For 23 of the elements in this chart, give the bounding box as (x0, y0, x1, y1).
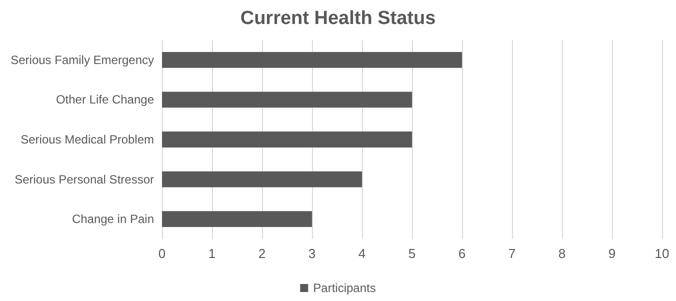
x-tick-label: 8 (558, 246, 566, 261)
x-tick-label: 5 (408, 246, 416, 261)
bar (162, 52, 462, 68)
x-tick-label: 10 (654, 246, 670, 261)
bar (162, 132, 412, 148)
x-tick-label: 9 (608, 246, 616, 261)
y-tick-label: Serious Personal Stressor (14, 172, 154, 186)
x-tick-label: 6 (458, 246, 466, 261)
x-tick-label: 4 (358, 246, 366, 261)
x-tick-label: 3 (308, 246, 316, 261)
chart-title: Current Health Status (240, 8, 436, 29)
bar (162, 171, 362, 188)
x-tick-label: 7 (508, 246, 516, 261)
x-tick-label: 0 (158, 246, 166, 261)
x-tick-label: 2 (258, 246, 266, 261)
y-tick-label: Change in Pain (72, 212, 154, 226)
legend-label: Participants (313, 281, 376, 295)
y-tick-label: Serious Medical Problem (20, 132, 154, 146)
bar (162, 92, 412, 108)
x-tick-label: 1 (208, 246, 216, 261)
y-tick-label: Other Life Change (56, 92, 154, 107)
bar (162, 211, 312, 228)
y-tick-label: Serious Family Emergency (10, 52, 154, 67)
